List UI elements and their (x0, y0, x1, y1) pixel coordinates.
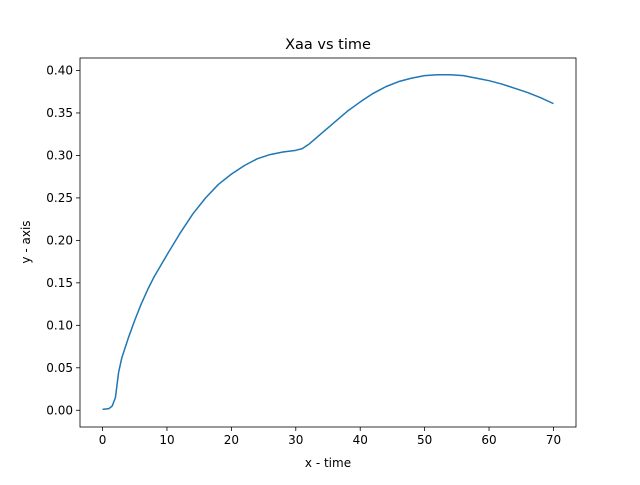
y-tick-label: 0.40 (46, 63, 73, 77)
x-tick-label: 40 (353, 433, 368, 447)
x-tick-label: 50 (417, 433, 432, 447)
x-tick-label: 70 (546, 433, 561, 447)
y-tick-label: 0.15 (46, 276, 73, 290)
y-tick-label: 0.10 (46, 318, 73, 332)
plot-area: 0 10 20 30 40 50 60 70 0.00 0.05 0.10 0.15 0.20 0.25 0… (46, 57, 577, 447)
x-tick-label: 0 (99, 433, 107, 447)
x-tick-label: 10 (159, 433, 174, 447)
chart-title: Xaa vs time (285, 37, 371, 53)
x-axis-label: x - time (305, 456, 351, 470)
y-tick-label: 0.00 (46, 403, 73, 417)
y-tick-label: 0.25 (46, 191, 73, 205)
y-axis-label: y - axis (19, 220, 33, 263)
axes-frame (79, 57, 577, 428)
x-tick-label: 20 (224, 433, 239, 447)
y-tick-label: 0.30 (46, 148, 73, 162)
series-line-0 (102, 73, 554, 411)
y-tick-label: 0.05 (46, 361, 73, 375)
x-tick-label: 60 (481, 433, 496, 447)
y-tick-label: 0.35 (46, 106, 73, 120)
y-tick-label: 0.20 (46, 233, 73, 247)
x-tick-label: 30 (288, 433, 303, 447)
